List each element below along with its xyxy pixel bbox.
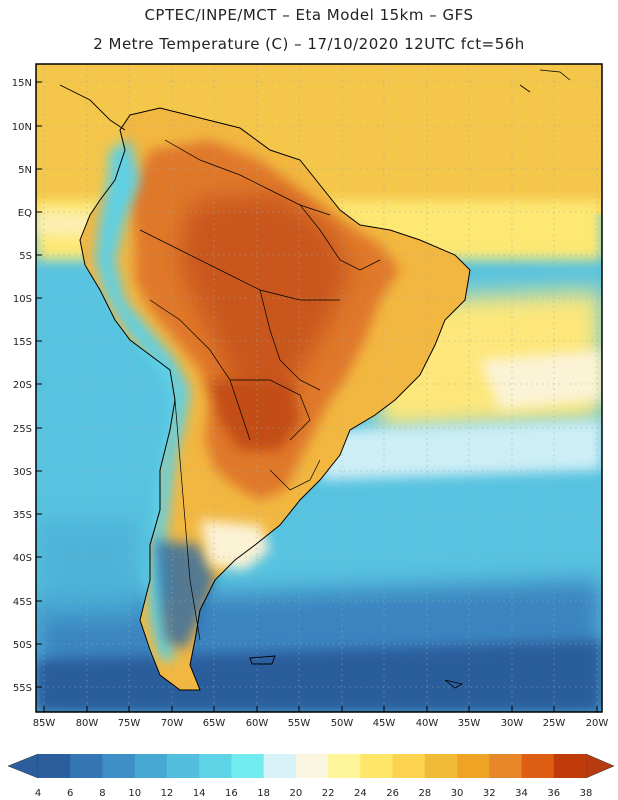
- colorbar-cell: [521, 754, 555, 778]
- map-title: CPTEC/INPE/MCT – Eta Model 15km – GFS: [144, 6, 474, 24]
- colorbar-cell: [457, 754, 490, 778]
- lat-label: 10S: [13, 294, 32, 305]
- colorbar-tick-label: 34: [515, 788, 528, 799]
- colorbar-cell: [231, 754, 264, 778]
- colorbar-cell: [424, 754, 458, 778]
- colorbar: 4 6 8 10 12 14 16 18 20 22 24 26 28 30 32 34 36 38: [7, 753, 615, 799]
- colorbar-tick-label: 8: [99, 788, 105, 799]
- colorbar-cell: [166, 754, 200, 778]
- colorbar-cell: [328, 754, 361, 778]
- lat-label: 10N: [12, 122, 32, 133]
- lat-label: 50S: [13, 640, 32, 651]
- colorbar-tick-label: 36: [547, 788, 560, 799]
- colorbar-tick-label: 22: [322, 788, 335, 799]
- lat-label: 15S: [13, 337, 32, 348]
- colorbar-tick-label: 12: [161, 788, 174, 799]
- colorbar-tick-label: 14: [193, 788, 206, 799]
- map-frame: [35, 63, 603, 713]
- lon-label: 35W: [458, 718, 481, 729]
- colorbar-cell: [70, 754, 103, 778]
- lat-label: 30S: [13, 467, 32, 478]
- andes-cool-strip: [95, 140, 190, 660]
- colorbar-cell: [263, 754, 297, 778]
- colorbar-tick-label: 32: [483, 788, 496, 799]
- colorbar-cell: [199, 754, 232, 778]
- country-borders: [139, 139, 381, 641]
- latitude-labels: 15N 10N 5N EQ 5S 10S 15S 20S 25S 30S 35S…: [12, 78, 32, 694]
- colorbar-cell: [489, 754, 522, 778]
- lon-label: 85W: [33, 718, 56, 729]
- colorbar-tick-label: 20: [290, 788, 303, 799]
- coastline: [59, 69, 571, 691]
- map-field: [36, 64, 602, 712]
- colorbar-tick-label: 18: [257, 788, 270, 799]
- colorbar-cell: [360, 754, 393, 778]
- colorbar-cell: [392, 754, 426, 778]
- lat-label: 45S: [13, 597, 32, 608]
- colorbar-tick-label: 28: [418, 788, 431, 799]
- lat-label: 5S: [19, 251, 32, 262]
- lon-label: 70W: [161, 718, 184, 729]
- map-subtitle: 2 Metre Temperature (C) – 17/10/2020 12U…: [93, 35, 525, 53]
- graticule: [36, 64, 602, 712]
- lon-label: 80W: [76, 718, 99, 729]
- lat-label: 5N: [18, 165, 32, 176]
- lat-label: 15N: [12, 78, 32, 89]
- lon-label: 25W: [543, 718, 566, 729]
- colorbar-tick-label: 24: [354, 788, 367, 799]
- lat-label: 35S: [13, 510, 32, 521]
- lon-label: 20W: [586, 718, 609, 729]
- lon-label: 65W: [203, 718, 226, 729]
- lon-label: 45W: [373, 718, 396, 729]
- colorbar-tick-label: 4: [35, 788, 41, 799]
- frame-ticks: [36, 81, 598, 712]
- lat-label: 25S: [13, 424, 32, 435]
- colorbar-low-arrow: [7, 753, 39, 779]
- longitude-labels: 85W 80W 75W 70W 65W 60W 55W 50W 45W 40W …: [33, 718, 609, 729]
- lon-label: 75W: [118, 718, 141, 729]
- lat-label: 20S: [13, 380, 32, 391]
- colorbar-high-arrow: [585, 753, 615, 779]
- lon-label: 60W: [246, 718, 269, 729]
- lon-label: 30W: [501, 718, 524, 729]
- colorbar-tick-label: 30: [451, 788, 464, 799]
- colorbar-cell: [134, 754, 168, 778]
- lat-label: 40S: [13, 553, 32, 564]
- lon-label: 55W: [288, 718, 311, 729]
- lat-label: EQ: [18, 208, 32, 219]
- colorbar-tick-label: 38: [580, 788, 593, 799]
- colorbar-tick-label: 16: [225, 788, 238, 799]
- colorbar-cell: [38, 754, 71, 778]
- colorbar-tick-label: 10: [128, 788, 141, 799]
- colorbar-cell: [102, 754, 136, 778]
- colorbar-tick-label: 6: [67, 788, 73, 799]
- lon-label: 40W: [416, 718, 439, 729]
- lat-label: 55S: [13, 683, 32, 694]
- colorbar-cell: [553, 754, 587, 778]
- colorbar-tick-label: 26: [386, 788, 399, 799]
- colorbar-cell: [295, 754, 329, 778]
- lon-label: 50W: [331, 718, 354, 729]
